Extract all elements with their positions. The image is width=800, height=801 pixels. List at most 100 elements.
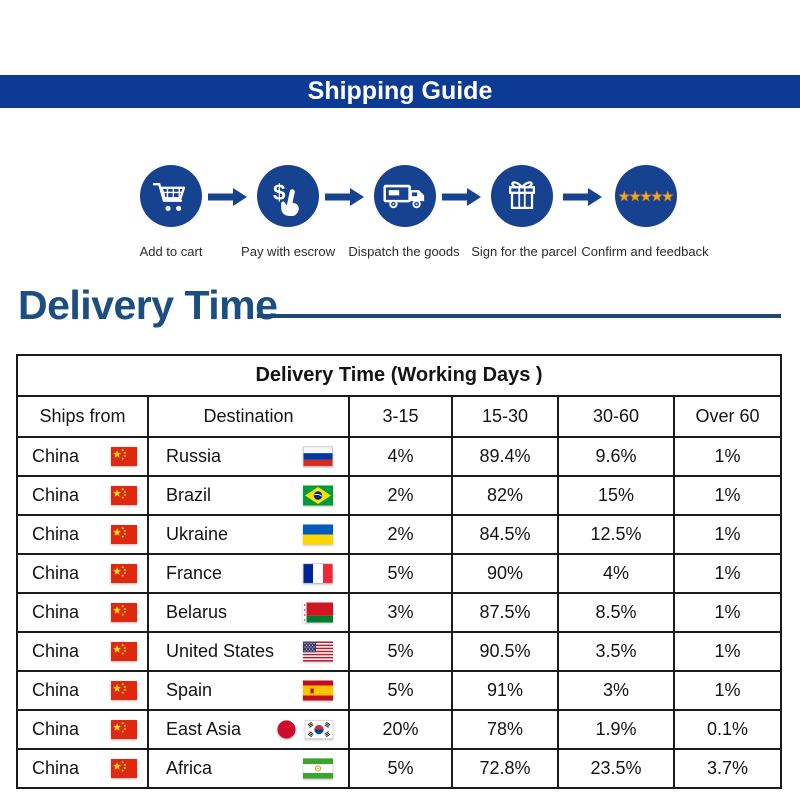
destination-cell: Spain [147,670,350,711]
table-row: China East Asia 20% 78% 1.9% 0.1% [16,709,783,750]
step-label: Pay with escrow [241,244,335,259]
pct-3-15-cell: 2% [348,514,453,555]
heading-underline [257,314,781,318]
table-row: China Africa 5% 72.8% 23.5% 3.7% [16,748,783,789]
step-pay-with-escrow [257,165,319,227]
pct-15-30-cell: 90% [451,553,559,594]
step-dispatch-goods [374,165,436,227]
destination-cell: Africa [147,748,350,789]
south-korea-flag-icon [305,720,333,739]
table-row: China Ukraine 2% 84.5% 12.5% 1% [16,514,783,555]
pct-3-15-cell: 5% [348,553,453,594]
china-flag-icon [111,680,137,701]
china-flag-icon [111,758,137,779]
destination-cell: Russia [147,436,350,477]
pct-over-60-cell: 1% [672,553,783,594]
pct-over-60-cell: 1% [672,514,783,555]
right-arrow-icon [208,187,248,207]
table-row: China Spain 5% 91% 3% 1% [16,670,783,711]
right-arrow-icon [325,187,365,207]
step-confirm-feedback [615,165,677,227]
destination-cell: Ukraine [147,514,350,555]
pct-over-60-cell: 0.1% [672,709,783,750]
step-label: Confirm and feedback [581,244,709,259]
pct-15-30-cell: 91% [451,670,559,711]
table-row: China United States 5% 90.5% 3.5% 1% [16,631,783,672]
ships-from-cell: China [16,709,149,750]
pct-3-15-cell: 5% [348,631,453,672]
pct-30-60-cell: 1.9% [557,709,675,750]
escrow-pay-icon [268,176,308,216]
pct-30-60-cell: 23.5% [557,748,675,789]
header-30-60: 30-60 [557,395,675,438]
japan-flag-icon [276,719,297,740]
pct-30-60-cell: 3% [557,670,675,711]
step-label: Sign for the parcel [471,244,577,259]
step-label: Dispatch the goods [348,244,460,259]
pct-over-60-cell: 1% [672,475,783,516]
france-flag-icon [303,563,333,584]
pct-15-30-cell: 78% [451,709,559,750]
pct-30-60-cell: 12.5% [557,514,675,555]
ships-from-cell: China [16,553,149,594]
pct-30-60-cell: 4% [557,553,675,594]
delivery-time-table: Delivery Time (Working Days ) Ships from… [15,354,783,789]
china-flag-icon [111,563,137,584]
ships-from-cell: China [16,670,149,711]
pct-over-60-cell: 1% [672,670,783,711]
ships-from-cell: China [16,748,149,789]
ships-from-cell: China [16,475,149,516]
header-3-15: 3-15 [348,395,453,438]
pct-3-15-cell: 4% [348,436,453,477]
pct-30-60-cell: 8.5% [557,592,675,633]
pct-15-30-cell: 89.4% [451,436,559,477]
banner-title: Shipping Guide [307,77,493,105]
pct-15-30-cell: 84.5% [451,514,559,555]
china-flag-icon [111,446,137,467]
table-row: China Belarus 3% 87.5% 8.5% 1% [16,592,783,633]
pct-3-15-cell: 3% [348,592,453,633]
pct-30-60-cell: 9.6% [557,436,675,477]
china-flag-icon [111,524,137,545]
pct-30-60-cell: 3.5% [557,631,675,672]
table-row: China France 5% 90% 4% 1% [16,553,783,594]
step-add-to-cart [140,165,202,227]
five-stars-icon [617,189,675,204]
pct-3-15-cell: 2% [348,475,453,516]
pct-15-30-cell: 87.5% [451,592,559,633]
banner: Shipping Guide [0,75,800,108]
spain-flag-icon [303,680,333,701]
table-title: Delivery Time (Working Days ) [15,354,783,397]
right-arrow-icon [442,187,482,207]
pct-3-15-cell: 5% [348,670,453,711]
pct-over-60-cell: 1% [672,592,783,633]
pct-over-60-cell: 1% [672,631,783,672]
china-flag-icon [111,641,137,662]
pct-over-60-cell: 3.7% [672,748,783,789]
china-flag-icon [111,602,137,623]
pct-3-15-cell: 5% [348,748,453,789]
truck-icon [383,181,427,212]
pct-3-15-cell: 20% [348,709,453,750]
brazil-flag-icon [303,485,333,506]
china-flag-icon [111,719,137,740]
right-arrow-icon [563,187,603,207]
section-title: Delivery Time [18,282,278,328]
ships-from-cell: China [16,436,149,477]
africa-flag-icon [303,758,333,779]
pct-15-30-cell: 90.5% [451,631,559,672]
table-row: China Russia 4% 89.4% 9.6% 1% [16,436,783,477]
belarus-flag-icon [303,602,333,623]
pct-over-60-cell: 1% [672,436,783,477]
china-flag-icon [111,485,137,506]
step-label: Add to cart [139,244,203,259]
destination-cell: United States [147,631,350,672]
pct-30-60-cell: 15% [557,475,675,516]
table-row: China Brazil 2% 82% 15% 1% [16,475,783,516]
russia-flag-icon [303,446,333,467]
gift-icon [502,176,542,216]
ships-from-cell: China [16,592,149,633]
ukraine-flag-icon [303,524,333,545]
destination-cell: Belarus [147,592,350,633]
